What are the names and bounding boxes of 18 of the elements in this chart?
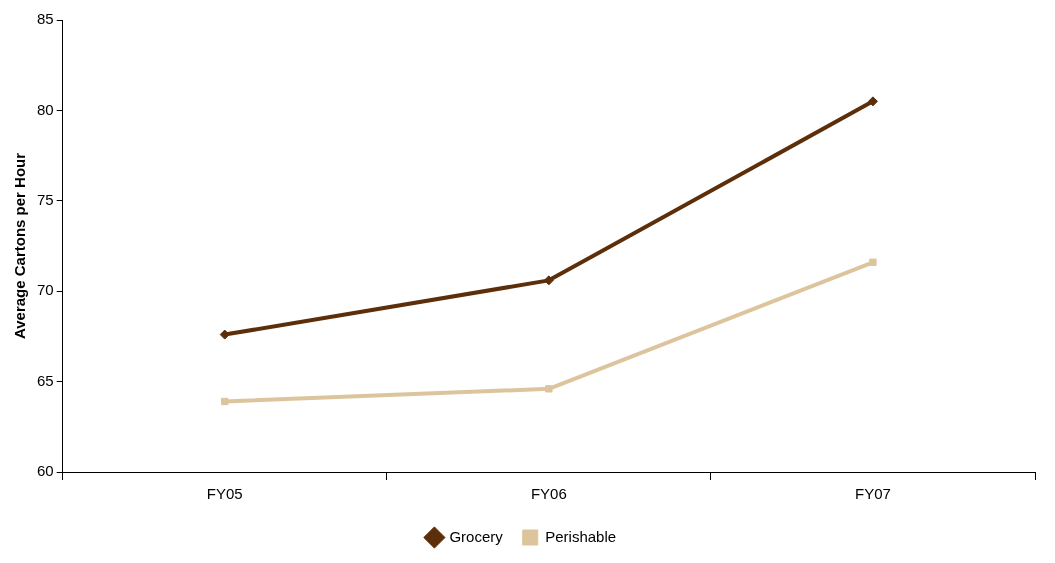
y-tick-label: 80 [37, 100, 54, 118]
y-tick-label: 85 [37, 10, 54, 28]
y-tick-label: 75 [37, 190, 54, 208]
point [869, 258, 877, 266]
y-tick-label: 70 [37, 281, 54, 299]
point [219, 329, 230, 340]
y-axis-title: Average Cartons per Hour [11, 152, 29, 340]
point [543, 275, 554, 286]
x-tick-label: FY05 [206, 485, 243, 503]
legend-label: Grocery [449, 527, 504, 545]
y-tick-label: 60 [37, 462, 54, 480]
x-tick-label: FY06 [530, 485, 567, 503]
y-tick-label: 65 [37, 371, 54, 389]
x-tick-label: FY07 [855, 485, 891, 503]
legend-label: Perishable [545, 527, 617, 545]
point [867, 96, 878, 107]
point [545, 385, 553, 393]
point [221, 397, 229, 406]
